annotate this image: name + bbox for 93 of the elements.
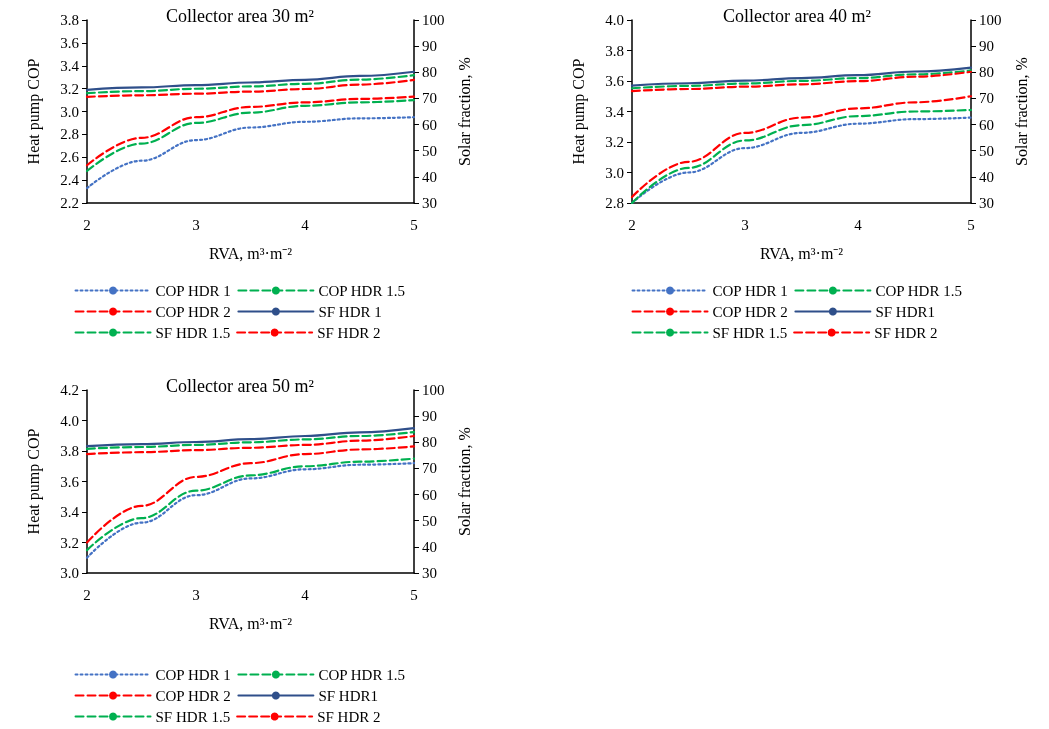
y2-tick-label: 90 xyxy=(422,408,437,425)
y2-tick-label: 80 xyxy=(422,64,437,81)
line-series xyxy=(85,445,416,544)
y2-tick-label: 30 xyxy=(979,195,994,211)
x-axis-title: RVA, m³·m⁻² xyxy=(208,244,293,262)
x-axis-title: RVA, m³·m⁻² xyxy=(208,614,293,632)
y2-tick-label: 60 xyxy=(422,116,437,133)
y-tick-label: 3.6 xyxy=(605,73,625,89)
legend-label: SF HDR 1.5 xyxy=(155,324,231,341)
legend-label: SF HDR 2 xyxy=(874,324,938,341)
x-tick-label: 4 xyxy=(301,586,310,603)
line-series xyxy=(85,116,416,190)
x-tick-label: 5 xyxy=(967,216,975,233)
x-tick-label: 3 xyxy=(192,586,200,603)
legend-label: SF HDR 2 xyxy=(317,708,381,725)
y-axis-title: Heat pump COP xyxy=(24,58,43,165)
y-tick-label: 3.0 xyxy=(605,164,624,181)
y2-tick-label: 100 xyxy=(979,12,1002,28)
chart-title: Collector area 50 m² xyxy=(166,376,314,396)
legend-label: COP HDR 2 xyxy=(155,687,231,704)
x-tick-label: 4 xyxy=(854,216,863,233)
y2-tick-label: 60 xyxy=(422,486,437,503)
y2-tick-label: 90 xyxy=(979,38,994,55)
y2-tick-label: 100 xyxy=(422,12,445,28)
y2-tick-label: 40 xyxy=(422,538,437,555)
x-tick-label: 2 xyxy=(83,216,91,233)
line-series xyxy=(85,434,416,456)
x-tick-label: 5 xyxy=(410,216,418,233)
y-tick-label: 3.8 xyxy=(60,12,79,28)
legend-label: COP HDR 1 xyxy=(155,666,231,683)
y-tick-label: 3.2 xyxy=(60,80,79,97)
y2-tick-label: 80 xyxy=(979,64,994,81)
legend-label: COP HDR 1 xyxy=(712,282,788,299)
y2-tick-label: 50 xyxy=(422,142,437,159)
y2-tick-label: 50 xyxy=(422,512,437,529)
legend-label: SF HDR 1.5 xyxy=(712,324,788,341)
y2-tick-label: 30 xyxy=(422,565,437,581)
y-tick-label: 4.0 xyxy=(60,412,79,429)
y-tick-label: 3.0 xyxy=(60,565,79,581)
y2-tick-label: 40 xyxy=(422,168,437,185)
y2-tick-label: 40 xyxy=(979,168,994,185)
legend-label: COP HDR 1.5 xyxy=(318,666,405,683)
y-tick-label: 2.8 xyxy=(60,126,79,143)
y2-tick-label: 100 xyxy=(422,382,445,398)
y-tick-label: 3.0 xyxy=(60,103,79,120)
y-tick-label: 3.8 xyxy=(605,42,624,59)
y-tick-label: 3.6 xyxy=(60,473,80,490)
x-axis-title: RVA, m³·m⁻² xyxy=(759,244,844,262)
x-tick-label: 2 xyxy=(628,216,636,233)
legend-label: SF HDR1 xyxy=(318,687,378,704)
y-tick-label: 3.6 xyxy=(60,34,80,51)
legend-label: COP HDR 1.5 xyxy=(875,282,962,299)
x-tick-label: 4 xyxy=(301,216,310,233)
legend-label: COP HDR 1.5 xyxy=(318,282,405,299)
y-tick-label: 3.2 xyxy=(60,534,79,551)
y2-tick-label: 80 xyxy=(422,434,437,451)
legend-label: SF HDR 2 xyxy=(317,324,381,341)
y-tick-label: 3.8 xyxy=(60,443,79,459)
y2-axis-title: Solar fraction, % xyxy=(455,57,473,166)
y2-axis-title: Solar fraction, % xyxy=(455,427,473,536)
y-tick-label: 3.2 xyxy=(605,134,624,150)
legend-label: SF HDR 1 xyxy=(318,303,382,320)
x-tick-label: 5 xyxy=(410,586,418,603)
y2-tick-label: 60 xyxy=(979,116,994,133)
legend-label: SF HDR 1.5 xyxy=(155,708,231,725)
y-tick-label: 2.4 xyxy=(60,172,80,189)
legend-label: SF HDR1 xyxy=(875,303,935,320)
y-tick-label: 3.4 xyxy=(605,103,625,120)
legend-label: COP HDR 1 xyxy=(155,282,231,299)
y2-tick-label: 90 xyxy=(422,38,437,55)
y2-axis-title: Solar fraction, % xyxy=(1012,57,1030,166)
y2-tick-label: 70 xyxy=(979,90,994,107)
x-tick-label: 3 xyxy=(192,216,200,233)
y-axis-title: Heat pump COP xyxy=(24,428,43,535)
y2-tick-label: 70 xyxy=(422,90,437,107)
chart-title: Collector area 30 m² xyxy=(166,6,314,26)
line-series xyxy=(630,95,973,198)
y2-tick-label: 70 xyxy=(422,460,437,477)
y-tick-label: 3.4 xyxy=(60,504,80,520)
y-axis-title: Heat pump COP xyxy=(569,58,588,165)
y-tick-label: 4.2 xyxy=(60,382,79,398)
x-tick-label: 2 xyxy=(83,586,91,603)
x-tick-label: 3 xyxy=(741,216,749,233)
chart-title: Collector area 40 m² xyxy=(723,6,871,26)
y2-tick-label: 50 xyxy=(979,142,994,159)
y-tick-label: 2.2 xyxy=(60,195,79,211)
y-tick-label: 4.0 xyxy=(605,12,624,28)
y-tick-label: 2.6 xyxy=(60,149,80,166)
legend-label: COP HDR 2 xyxy=(155,303,231,320)
y2-tick-label: 30 xyxy=(422,195,437,211)
y-tick-label: 3.4 xyxy=(60,57,80,74)
y-tick-label: 2.8 xyxy=(605,195,624,211)
legend-label: COP HDR 2 xyxy=(712,303,788,320)
